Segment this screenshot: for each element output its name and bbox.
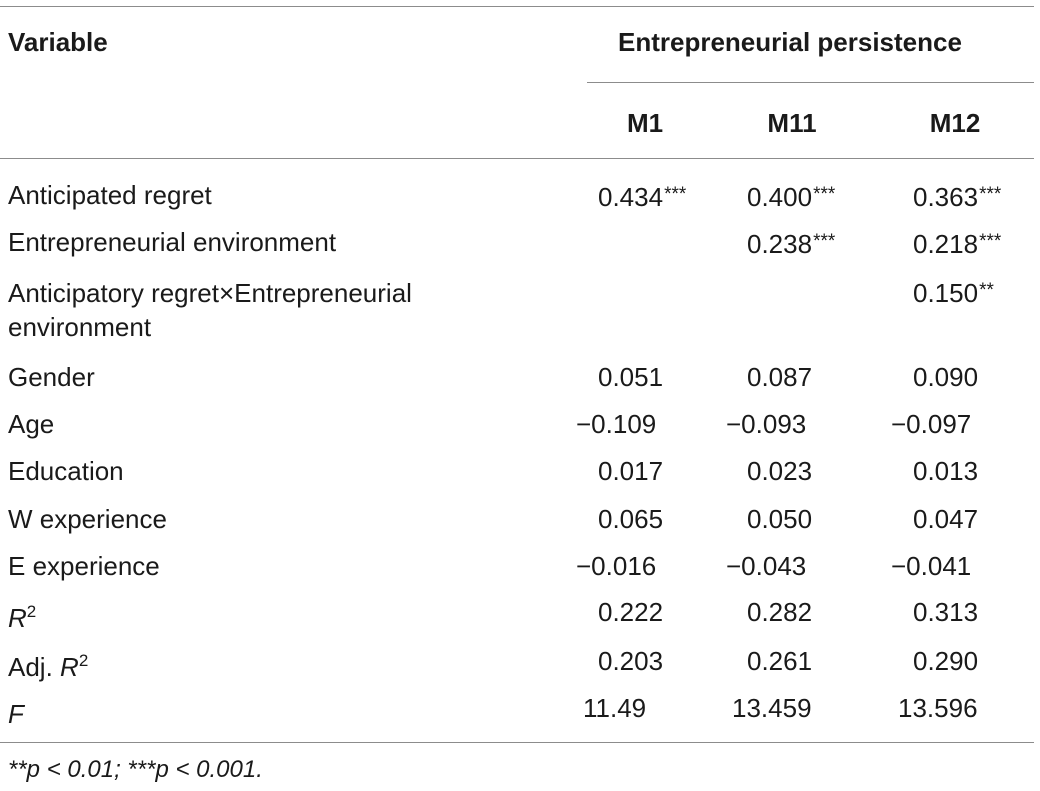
cell-m1: 0.065 — [598, 504, 664, 534]
header-group-entrepreneurial-persistence: Entrepreneurial persistence — [618, 27, 962, 57]
row-label: E experience — [8, 551, 160, 581]
cell-m11: 0.023 — [747, 456, 813, 486]
cell-m1: 11.49 — [583, 693, 647, 723]
table-row: F 11.49 13.459 13.596 — [0, 693, 1040, 741]
cell-m12: 0.363*** — [913, 182, 1002, 212]
cell-m1: −0.016 — [576, 551, 657, 581]
table-row: Age −0.109 −0.093 −0.097 — [0, 409, 1040, 457]
cell-m12: 0.290 — [913, 646, 979, 676]
group-header-rule — [587, 82, 1034, 83]
cell-m11: 0.050 — [747, 504, 813, 534]
header-col-m1: M1 — [626, 108, 664, 138]
row-label: Anticipated regret — [8, 180, 212, 210]
table-top-rule — [0, 6, 1034, 7]
significance-stars: *** — [813, 184, 836, 205]
header-variable: Variable — [8, 27, 108, 57]
row-label: Gender — [8, 362, 95, 392]
cell-m12: −0.041 — [891, 551, 972, 581]
cell-m11: 0.238*** — [747, 229, 836, 259]
cell-m12: 0.047 — [913, 504, 979, 534]
cell-m11: 0.087 — [747, 362, 813, 392]
cell-m1: 0.203 — [598, 646, 664, 676]
header-col-m11: M11 — [767, 108, 817, 138]
header-col-m12: M12 — [929, 108, 981, 138]
table-row: Anticipatory regret×Entrepreneurial envi… — [0, 276, 1040, 358]
significance-stars: *** — [979, 184, 1002, 205]
table-row: Entrepreneurial environment 0.238*** 0.2… — [0, 227, 1040, 275]
header-bottom-rule — [0, 158, 1034, 159]
row-label: W experience — [8, 504, 167, 534]
row-label: Adj. R2 — [8, 651, 89, 682]
row-label: Age — [8, 409, 55, 439]
table-bottom-rule — [0, 742, 1034, 743]
table-row: Gender 0.051 0.087 0.090 — [0, 362, 1040, 410]
cell-m1: 0.017 — [598, 456, 664, 486]
cell-m12: 0.150** — [913, 278, 994, 308]
cell-m12: 0.218*** — [913, 229, 1002, 259]
cell-m11: 0.261 — [747, 646, 813, 676]
table-footnote: **p < 0.01; ***p < 0.001. — [8, 756, 263, 783]
cell-m1: 0.434*** — [598, 182, 687, 212]
cell-m11: −0.043 — [726, 551, 807, 581]
row-label: Entrepreneurial environment — [8, 227, 337, 257]
cell-m12: 0.013 — [913, 456, 979, 486]
significance-stars: *** — [979, 231, 1002, 252]
table-row: W experience 0.065 0.050 0.047 — [0, 504, 1040, 552]
cell-m12: 13.596 — [898, 693, 978, 723]
table-row: R2 0.222 0.282 0.313 — [0, 597, 1040, 645]
row-label: Anticipatory regret×Entrepreneurial envi… — [8, 278, 412, 342]
cell-m1: 0.222 — [598, 597, 664, 627]
cell-m11: 0.400*** — [747, 182, 836, 212]
significance-stars: *** — [664, 184, 687, 205]
cell-m1: 0.051 — [598, 362, 664, 392]
significance-stars: *** — [813, 231, 836, 252]
table-row: Anticipated regret 0.434*** 0.400*** 0.3… — [0, 180, 1040, 228]
cell-m11: 0.282 — [747, 597, 813, 627]
cell-m12: 0.090 — [913, 362, 979, 392]
cell-m11: −0.093 — [726, 409, 807, 439]
row-label: Education — [8, 456, 124, 486]
table-row: E experience −0.016 −0.043 −0.041 — [0, 551, 1040, 599]
cell-m12: 0.313 — [913, 597, 979, 627]
table-row: Adj. R2 0.203 0.261 0.290 — [0, 646, 1040, 694]
cell-m11: 13.459 — [732, 693, 812, 723]
row-label: R2 — [8, 602, 37, 633]
table-row: Education 0.017 0.023 0.013 — [0, 456, 1040, 504]
cell-m1: −0.109 — [576, 409, 657, 439]
cell-m12: −0.097 — [891, 409, 972, 439]
row-label: F — [8, 699, 24, 729]
significance-stars: ** — [979, 280, 994, 301]
